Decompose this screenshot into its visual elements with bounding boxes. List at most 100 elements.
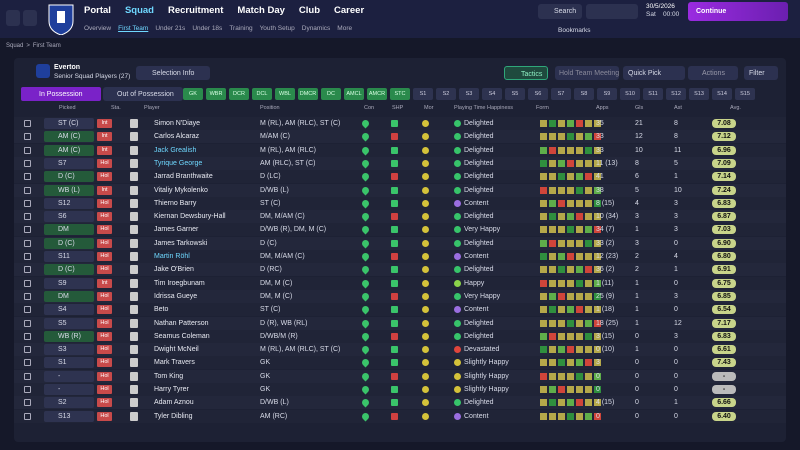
position-chip[interactable]: DMCR [298, 88, 318, 100]
position-chip[interactable]: S2 [436, 88, 456, 100]
position-chip[interactable]: S7 [551, 88, 571, 100]
player-name[interactable]: James Garner [154, 226, 199, 234]
picked-dropdown[interactable]: D (C) [44, 237, 94, 249]
sub-nav-item[interactable]: Youth Setup [259, 25, 295, 32]
tab-in-possession[interactable]: In Possession [21, 87, 101, 101]
picked-dropdown[interactable]: S11 [44, 251, 94, 262]
checkbox[interactable] [24, 173, 31, 181]
column-header[interactable]: Picked [59, 105, 76, 111]
player-row[interactable]: AM (C) Int Carlos Alcaraz M/AM (C) Delighted… [14, 130, 786, 144]
position-chip[interactable]: S3 [459, 88, 479, 100]
forward-button[interactable] [23, 10, 37, 26]
player-row[interactable]: D (C) Hol Jarrad Branthwaite D (LC) Delighte… [14, 170, 786, 184]
picked-dropdown[interactable]: AM (C) [44, 131, 94, 143]
player-name[interactable]: Carlos Alcaraz [154, 133, 200, 141]
tactics-button[interactable]: Tactics [504, 66, 548, 80]
player-row[interactable]: S5 Hol Nathan Patterson D (R), WB (RL) Delig… [14, 316, 786, 330]
player-name[interactable]: Jack Grealish [154, 146, 197, 154]
position-chip[interactable]: S12 [666, 88, 686, 100]
player-name[interactable]: Tyler Dibling [154, 412, 193, 420]
picked-dropdown[interactable]: D (C) [44, 171, 94, 183]
breadcrumb-item[interactable]: Squad [6, 43, 24, 49]
picked-dropdown[interactable]: WB (R) [44, 330, 94, 342]
position-chip[interactable]: S5 [505, 88, 525, 100]
position-chip[interactable]: S4 [482, 88, 502, 100]
player-name[interactable]: Jarrad Branthwaite [154, 173, 213, 181]
player-row[interactable]: D (C) Hol Jake O'Brien D (RC) Delighted 36 (2… [14, 263, 786, 277]
nav-item[interactable]: Recruitment [167, 5, 224, 16]
position-chip[interactable]: STC [390, 88, 410, 100]
sub-nav-item[interactable]: Under 18s [192, 25, 223, 32]
quick-pick[interactable]: Quick Pick [623, 66, 685, 80]
checkbox[interactable] [24, 412, 31, 420]
position-chip[interactable]: S10 [620, 88, 640, 100]
position-chip[interactable]: S8 [574, 88, 594, 100]
picked-dropdown[interactable]: WB (L) [44, 184, 94, 196]
player-name[interactable]: Thierno Barry [154, 199, 197, 207]
player-name[interactable]: Nathan Patterson [154, 319, 209, 327]
picked-dropdown[interactable]: S6 [44, 211, 94, 223]
sub-nav-item[interactable]: More [337, 25, 353, 32]
player-name[interactable]: Tom King [154, 372, 184, 380]
picked-dropdown[interactable]: D (C) [44, 264, 94, 276]
nav-item[interactable]: Club [298, 5, 321, 16]
meeting-button[interactable]: Hold Team Meeting [555, 66, 619, 80]
player-row[interactable]: S6 Hol Kiernan Dewsbury-Hall DM, M/AM (C) De… [14, 210, 786, 224]
player-row[interactable]: S3 Hol Dwight McNeil M (RL), AM (RLC), ST (… [14, 343, 786, 357]
position-chip[interactable]: WBL [275, 88, 295, 100]
checkbox[interactable] [24, 306, 31, 314]
player-name[interactable]: Idrissa Gueye [154, 292, 198, 300]
picked-dropdown[interactable]: - [44, 370, 94, 382]
checkbox[interactable] [24, 253, 31, 260]
column-header[interactable]: Playing Time Happiness [454, 105, 514, 111]
player-row[interactable]: S13 Hol Tyler Dibling AM (RC) Content 0 0 0 6.40 [14, 409, 786, 423]
player-name[interactable]: Simon N'Diaye [154, 120, 201, 127]
column-header[interactable]: Form [536, 105, 549, 111]
picked-dropdown[interactable]: S4 [44, 304, 94, 316]
checkbox[interactable] [24, 372, 31, 380]
checkbox[interactable] [24, 292, 31, 300]
sub-nav-item[interactable]: Under 21s [155, 25, 186, 32]
column-header[interactable]: Mor [424, 105, 434, 111]
player-name[interactable]: Harry Tyrer [154, 386, 189, 393]
checkbox[interactable] [24, 120, 31, 127]
player-row[interactable]: DM Hol Idrissa Gueye DM, M (C) Very Happy 25 … [14, 289, 786, 303]
checkbox[interactable] [24, 332, 31, 340]
picked-dropdown[interactable]: S13 [44, 410, 94, 422]
column-header[interactable]: Player [144, 105, 160, 111]
player-name[interactable]: Tim Iroegbunam [154, 279, 205, 287]
player-row[interactable]: - Hol Harry Tyrer GK Slightly Happy 0 0 0- [14, 383, 786, 396]
checkbox[interactable] [24, 146, 31, 154]
player-row[interactable]: - Hol Tom King GK Slightly Happy 0 0 0- [14, 369, 786, 383]
position-chip[interactable]: S14 [712, 88, 732, 100]
player-row[interactable]: AM (C) Int Jack Grealish M (RL), AM (RLC) De… [14, 143, 786, 157]
picked-dropdown[interactable]: DM [44, 290, 94, 302]
player-row[interactable]: WB (R) Hol Seamus Coleman D/WB/M (R) Delight… [14, 329, 786, 343]
position-chip[interactable]: WBR [206, 88, 226, 100]
breadcrumb-item[interactable]: First Team [32, 43, 61, 49]
checkbox[interactable] [24, 199, 31, 207]
position-chip[interactable]: S1 [413, 88, 433, 100]
checkbox[interactable] [24, 239, 31, 247]
picked-dropdown[interactable]: S3 [44, 344, 94, 356]
nav-item[interactable]: Match Day [237, 5, 285, 16]
filter-button[interactable]: Filter [744, 66, 778, 80]
position-chip[interactable]: S13 [689, 88, 709, 100]
player-row[interactable]: S7 Hol Tyrique George AM (RLC), ST (C) Delig… [14, 156, 786, 170]
checkbox[interactable] [24, 213, 31, 221]
player-row[interactable]: S4 Hol Beto ST (C) Content 1 (18) 1 0 6.54 [14, 303, 786, 317]
player-name[interactable]: Adam Aznou [154, 399, 194, 407]
actions-button[interactable]: Actions [688, 66, 738, 80]
picked-dropdown[interactable]: S2 [44, 397, 94, 409]
search-box[interactable]: Search [538, 4, 582, 19]
picked-dropdown[interactable]: S7 [44, 157, 94, 169]
position-chip[interactable]: DCR [229, 88, 249, 100]
checkbox[interactable] [24, 279, 31, 287]
player-row[interactable]: S12 Hol Thierno Barry ST (C) Content 8 (15) 4 3… [14, 196, 786, 210]
player-row[interactable]: WB (L) Int Vitaliy Mykolenko D/WB (L) Deligh… [14, 183, 786, 197]
column-header[interactable]: Sta. [111, 105, 121, 111]
column-header[interactable]: Ast [674, 105, 682, 111]
picked-dropdown[interactable]: AM (C) [44, 144, 94, 156]
picked-dropdown[interactable]: S9 [44, 277, 94, 289]
player-name[interactable]: Jake O'Brien [154, 266, 194, 274]
